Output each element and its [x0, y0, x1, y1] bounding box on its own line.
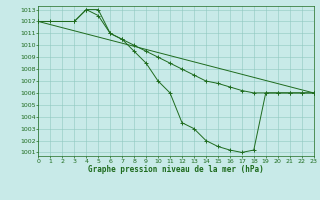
X-axis label: Graphe pression niveau de la mer (hPa): Graphe pression niveau de la mer (hPa) — [88, 165, 264, 174]
